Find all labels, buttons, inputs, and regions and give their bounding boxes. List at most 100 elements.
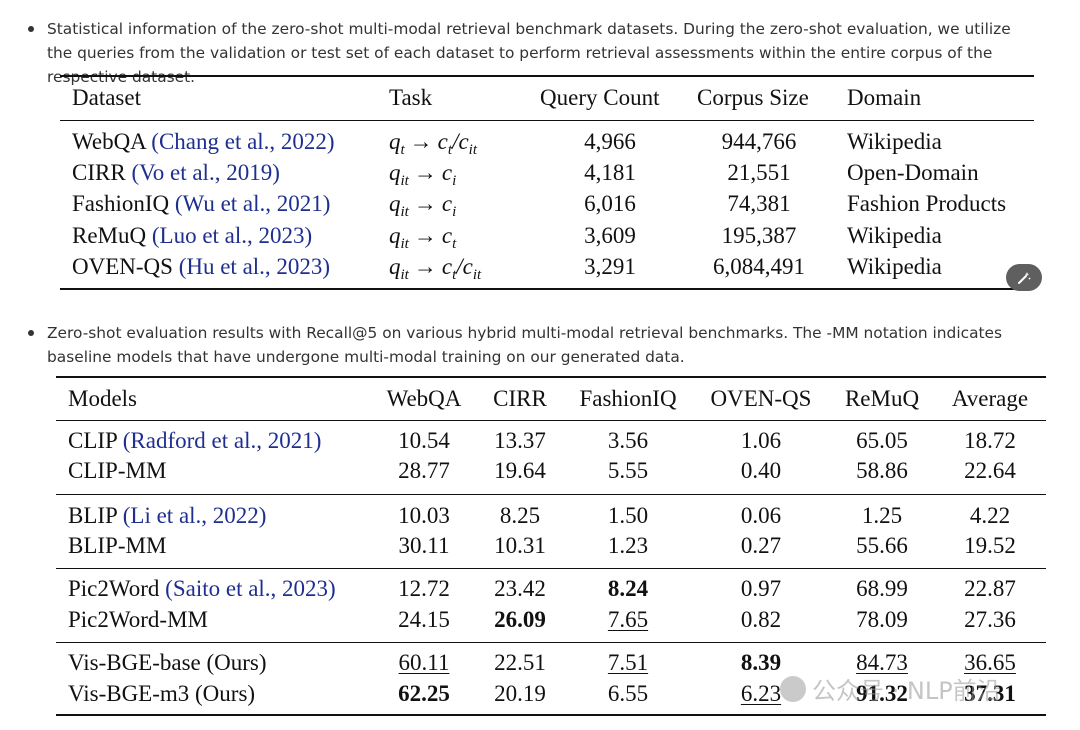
column-header: ReMuQ bbox=[844, 386, 920, 411]
score-value: 20.19 bbox=[494, 681, 546, 706]
score-value: 0.97 bbox=[740, 576, 782, 601]
model-label: CLIP-MM bbox=[68, 458, 167, 483]
task-symbol: c bbox=[441, 223, 453, 248]
score-cell: 27.36 bbox=[930, 606, 1050, 634]
score-cell: 8.39 bbox=[701, 649, 821, 677]
score-cell: 1.25 bbox=[822, 502, 942, 530]
column-header: Query Count bbox=[540, 85, 660, 110]
dataset-name: ReMuQ (Luo et al., 2023) bbox=[72, 222, 312, 250]
table-rule bbox=[56, 568, 1046, 569]
column-header: Domain bbox=[847, 85, 922, 110]
model-name: Pic2Word (Saito et al., 2023) bbox=[68, 575, 336, 603]
score-value: 8.24 bbox=[607, 576, 649, 601]
model-name: CLIP (Radford et al., 2021) bbox=[68, 427, 321, 455]
column-header: OVEN-QS bbox=[710, 386, 812, 411]
wechat-icon bbox=[780, 675, 806, 702]
score-cell: 19.52 bbox=[930, 532, 1050, 560]
dataset-name: WebQA (Chang et al., 2022) bbox=[72, 128, 335, 156]
score-value: 26.09 bbox=[494, 607, 546, 632]
score-cell: 5.55 bbox=[568, 457, 688, 485]
task-symbol: c bbox=[441, 191, 453, 216]
score-cell: 0.97 bbox=[701, 575, 821, 603]
model-label: Pic2Word-MM bbox=[68, 607, 208, 632]
score-value: 68.99 bbox=[856, 576, 908, 601]
edit-image-button[interactable] bbox=[1006, 264, 1042, 291]
query-count: 6,016 bbox=[584, 191, 636, 216]
model-name: Vis-BGE-base (Ours) bbox=[68, 649, 267, 677]
score-cell: 55.66 bbox=[822, 532, 942, 560]
task-subscript: i bbox=[452, 204, 457, 220]
score-value: 1.06 bbox=[740, 428, 782, 453]
score-value: 1.50 bbox=[607, 503, 649, 528]
table-rule bbox=[56, 376, 1046, 378]
score-value: 10.54 bbox=[398, 428, 450, 453]
task-symbol: q bbox=[389, 223, 401, 248]
score-cell: 23.42 bbox=[460, 575, 580, 603]
task-subscript: t bbox=[452, 267, 457, 283]
score-cell: 60.11 bbox=[364, 649, 484, 677]
score-value: 65.05 bbox=[856, 428, 908, 453]
score-cell: 65.05 bbox=[822, 427, 942, 455]
score-value: 0.82 bbox=[740, 607, 782, 632]
score-cell: 62.25 bbox=[364, 680, 484, 708]
dataset-label: WebQA bbox=[72, 129, 152, 154]
score-cell: 26.09 bbox=[460, 606, 580, 634]
score-value: 5.55 bbox=[607, 458, 649, 483]
model-label: Vis-BGE-m3 (Ours) bbox=[68, 681, 256, 706]
score-value: 3.56 bbox=[607, 428, 649, 453]
arrow-symbol: → bbox=[413, 160, 437, 185]
model-name: CLIP-MM bbox=[68, 457, 166, 485]
citation-link: (Wu et al., 2021) bbox=[174, 191, 331, 216]
bullet-caption-2: Zero-shot evaluation results with Recall… bbox=[28, 321, 1038, 369]
column-header: Dataset bbox=[72, 85, 141, 110]
dataset-name: OVEN-QS (Hu et al., 2023) bbox=[72, 253, 330, 281]
score-cell: 22.51 bbox=[460, 649, 580, 677]
score-value: 24.15 bbox=[398, 607, 450, 632]
caption-text: Statistical information of the zero-shot… bbox=[47, 20, 1011, 86]
task-subscript: it bbox=[400, 204, 409, 220]
column-header: Corpus Size bbox=[697, 85, 809, 110]
score-value: 0.40 bbox=[740, 458, 782, 483]
corpus-size: 195,387 bbox=[721, 223, 797, 248]
citation-link: (Hu et al., 2023) bbox=[178, 254, 331, 279]
task-subscript: it bbox=[400, 173, 409, 189]
score-cell: 6.23 bbox=[701, 680, 821, 708]
score-value: 62.25 bbox=[398, 681, 450, 706]
task-notation: qit → ct bbox=[389, 222, 456, 258]
task-symbol: c bbox=[437, 129, 448, 154]
score-value: 6.23 bbox=[740, 681, 782, 706]
bullet-dot bbox=[28, 330, 34, 336]
score-value: 22.87 bbox=[964, 576, 1016, 601]
bullet-caption-1: Statistical information of the zero-shot… bbox=[28, 17, 1038, 89]
score-cell: 20.19 bbox=[460, 680, 580, 708]
score-value: 37.31 bbox=[964, 681, 1016, 706]
score-value: 8.25 bbox=[499, 503, 541, 528]
column-header: Average bbox=[951, 386, 1029, 411]
column-header: Task bbox=[389, 85, 433, 110]
citation-link: (Radford et al., 2021) bbox=[122, 428, 322, 453]
dataset-label: OVEN-QS bbox=[72, 254, 179, 279]
score-value: 4.22 bbox=[969, 503, 1011, 528]
score-cell: 24.15 bbox=[364, 606, 484, 634]
score-cell: 78.09 bbox=[822, 606, 942, 634]
score-cell: 30.11 bbox=[364, 532, 484, 560]
column-header: Models bbox=[68, 386, 137, 411]
arrow-symbol: → bbox=[413, 254, 437, 279]
score-cell: 28.77 bbox=[364, 457, 484, 485]
task-subscript: t bbox=[400, 142, 405, 158]
score-value: 22.64 bbox=[964, 458, 1016, 483]
corpus-size: 74,381 bbox=[727, 191, 791, 216]
query-count: 3,291 bbox=[584, 254, 636, 279]
score-cell: 12.72 bbox=[364, 575, 484, 603]
domain: Open-Domain bbox=[847, 160, 979, 185]
citation-link: (Li et al., 2022) bbox=[122, 503, 267, 528]
score-cell: 0.82 bbox=[701, 606, 821, 634]
table-rule bbox=[56, 494, 1046, 495]
score-cell: 10.54 bbox=[364, 427, 484, 455]
watermark: 公众号 · NLP前沿 bbox=[780, 671, 1001, 706]
score-cell: 19.64 bbox=[460, 457, 580, 485]
table-rule bbox=[56, 642, 1046, 643]
dataset-label: CIRR bbox=[72, 160, 132, 185]
citation-link: (Chang et al., 2022) bbox=[151, 129, 335, 154]
citation-link: (Vo et al., 2019) bbox=[131, 160, 280, 185]
